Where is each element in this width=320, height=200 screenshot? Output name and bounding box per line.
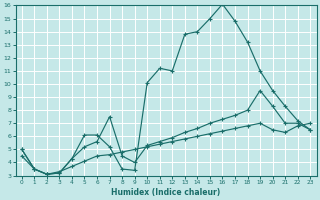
X-axis label: Humidex (Indice chaleur): Humidex (Indice chaleur) xyxy=(111,188,221,197)
